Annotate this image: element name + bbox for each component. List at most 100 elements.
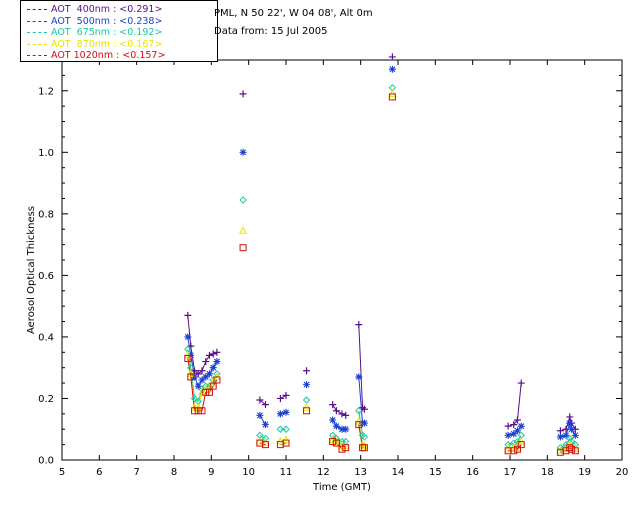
data-point bbox=[198, 376, 206, 384]
data-point bbox=[194, 403, 203, 411]
legend-entry: AOT 675nm : <0.192> bbox=[27, 27, 162, 38]
series-line bbox=[358, 424, 365, 449]
data-point bbox=[191, 373, 199, 381]
data-point bbox=[303, 381, 311, 389]
x-tick-label: 6 bbox=[96, 467, 102, 478]
data-point bbox=[276, 436, 285, 445]
site-label: PML, N 50 22', W 04 08', Alt 0m bbox=[214, 8, 373, 19]
legend-swatch bbox=[27, 43, 47, 45]
x-axis-label: Time (GMT) bbox=[312, 482, 371, 493]
data-point bbox=[571, 431, 579, 439]
axis-ticks: 5 6 7 8 9 10 11 12 13 14 15 16 17 18 19 20 0.0 0.2 0.4 0.6 0… bbox=[38, 60, 628, 478]
series-line bbox=[187, 358, 218, 412]
series-marks bbox=[183, 53, 580, 456]
data-point bbox=[184, 354, 192, 362]
data-point bbox=[202, 373, 210, 381]
data-point bbox=[202, 388, 210, 396]
y-tick-label: 1.0 bbox=[38, 148, 54, 159]
data-point bbox=[342, 444, 350, 452]
x-tick-label: 5 bbox=[59, 467, 65, 478]
data-point bbox=[282, 425, 290, 433]
data-point bbox=[332, 434, 341, 443]
series-line bbox=[259, 434, 266, 439]
data-point bbox=[513, 427, 521, 435]
y-tick-label: 0.2 bbox=[38, 394, 54, 405]
data-point bbox=[332, 439, 340, 447]
data-point bbox=[504, 431, 512, 439]
legend-label: AOT 500nm : <0.238> bbox=[51, 15, 163, 27]
data-point bbox=[239, 90, 247, 98]
legend-entry: AOT 500nm : <0.238> bbox=[27, 16, 162, 27]
legend-entry: AOT 400nm : <0.291> bbox=[27, 4, 162, 15]
data-point bbox=[562, 431, 570, 439]
data-point bbox=[239, 226, 248, 234]
data-point bbox=[190, 394, 199, 403]
data-point bbox=[213, 358, 221, 366]
x-tick-label: 19 bbox=[578, 467, 591, 478]
data-point bbox=[329, 416, 337, 424]
data-point bbox=[282, 408, 290, 416]
data-point bbox=[338, 445, 346, 453]
data-point bbox=[239, 148, 247, 156]
data-point bbox=[571, 444, 580, 453]
data-point bbox=[360, 444, 368, 452]
data-point bbox=[303, 407, 311, 415]
data-point bbox=[556, 446, 565, 454]
legend-entry: AOT 1020nm : <0.157> bbox=[27, 50, 165, 61]
data-point bbox=[261, 401, 269, 409]
legend-label: AOT 1020nm : <0.157> bbox=[51, 50, 166, 61]
data-point bbox=[513, 445, 521, 453]
data-point bbox=[202, 358, 210, 366]
data-point bbox=[205, 388, 213, 396]
data-point bbox=[342, 425, 350, 433]
x-tick-label: 17 bbox=[504, 467, 517, 478]
y-axis-label: Aerosol Optical Thickness bbox=[26, 206, 37, 334]
data-point bbox=[205, 351, 213, 359]
data-point bbox=[255, 436, 264, 445]
x-tick-label: 16 bbox=[466, 467, 479, 478]
data-point bbox=[355, 407, 363, 415]
legend-swatch bbox=[27, 55, 47, 56]
data-point bbox=[239, 244, 247, 252]
data-point bbox=[256, 396, 264, 404]
data-point bbox=[213, 348, 221, 356]
data-point bbox=[338, 425, 346, 433]
series-line bbox=[358, 324, 365, 410]
data-point bbox=[184, 333, 192, 341]
x-tick-label: 18 bbox=[541, 467, 554, 478]
data-point bbox=[209, 382, 217, 390]
legend-label: AOT 870nm : <0.167> bbox=[51, 38, 163, 50]
data-point bbox=[186, 369, 195, 377]
data-point bbox=[342, 411, 350, 419]
data-point bbox=[191, 407, 199, 415]
legend-entry: AOT 870nm : <0.167> bbox=[27, 39, 162, 50]
legend-swatch bbox=[27, 20, 47, 22]
data-point bbox=[556, 433, 564, 441]
legend: AOT 400nm : <0.291> AOT 500nm : <0.238> AO… bbox=[20, 0, 218, 62]
x-tick-label: 20 bbox=[616, 467, 629, 478]
data-point bbox=[183, 350, 192, 359]
data-point bbox=[571, 447, 579, 455]
legend-label: AOT 400nm : <0.291> bbox=[51, 4, 163, 15]
data-point bbox=[198, 367, 206, 375]
data-point bbox=[191, 367, 199, 375]
data-point bbox=[360, 405, 368, 413]
data-point bbox=[566, 413, 574, 421]
y-tick-label: 0.4 bbox=[38, 332, 54, 343]
data-point bbox=[504, 444, 513, 453]
data-point bbox=[566, 419, 574, 427]
series-line bbox=[259, 399, 266, 406]
data-point bbox=[194, 382, 202, 390]
data-point bbox=[517, 436, 526, 445]
data-point bbox=[504, 422, 512, 430]
data-point bbox=[209, 364, 217, 372]
data-point bbox=[568, 425, 576, 433]
data-point bbox=[355, 421, 363, 429]
data-point bbox=[281, 435, 291, 443]
data-point bbox=[517, 379, 525, 387]
data-point bbox=[341, 441, 350, 450]
data-point bbox=[510, 447, 518, 455]
data-point bbox=[261, 421, 269, 429]
legend-swatch bbox=[27, 9, 47, 10]
data-point bbox=[302, 403, 311, 411]
